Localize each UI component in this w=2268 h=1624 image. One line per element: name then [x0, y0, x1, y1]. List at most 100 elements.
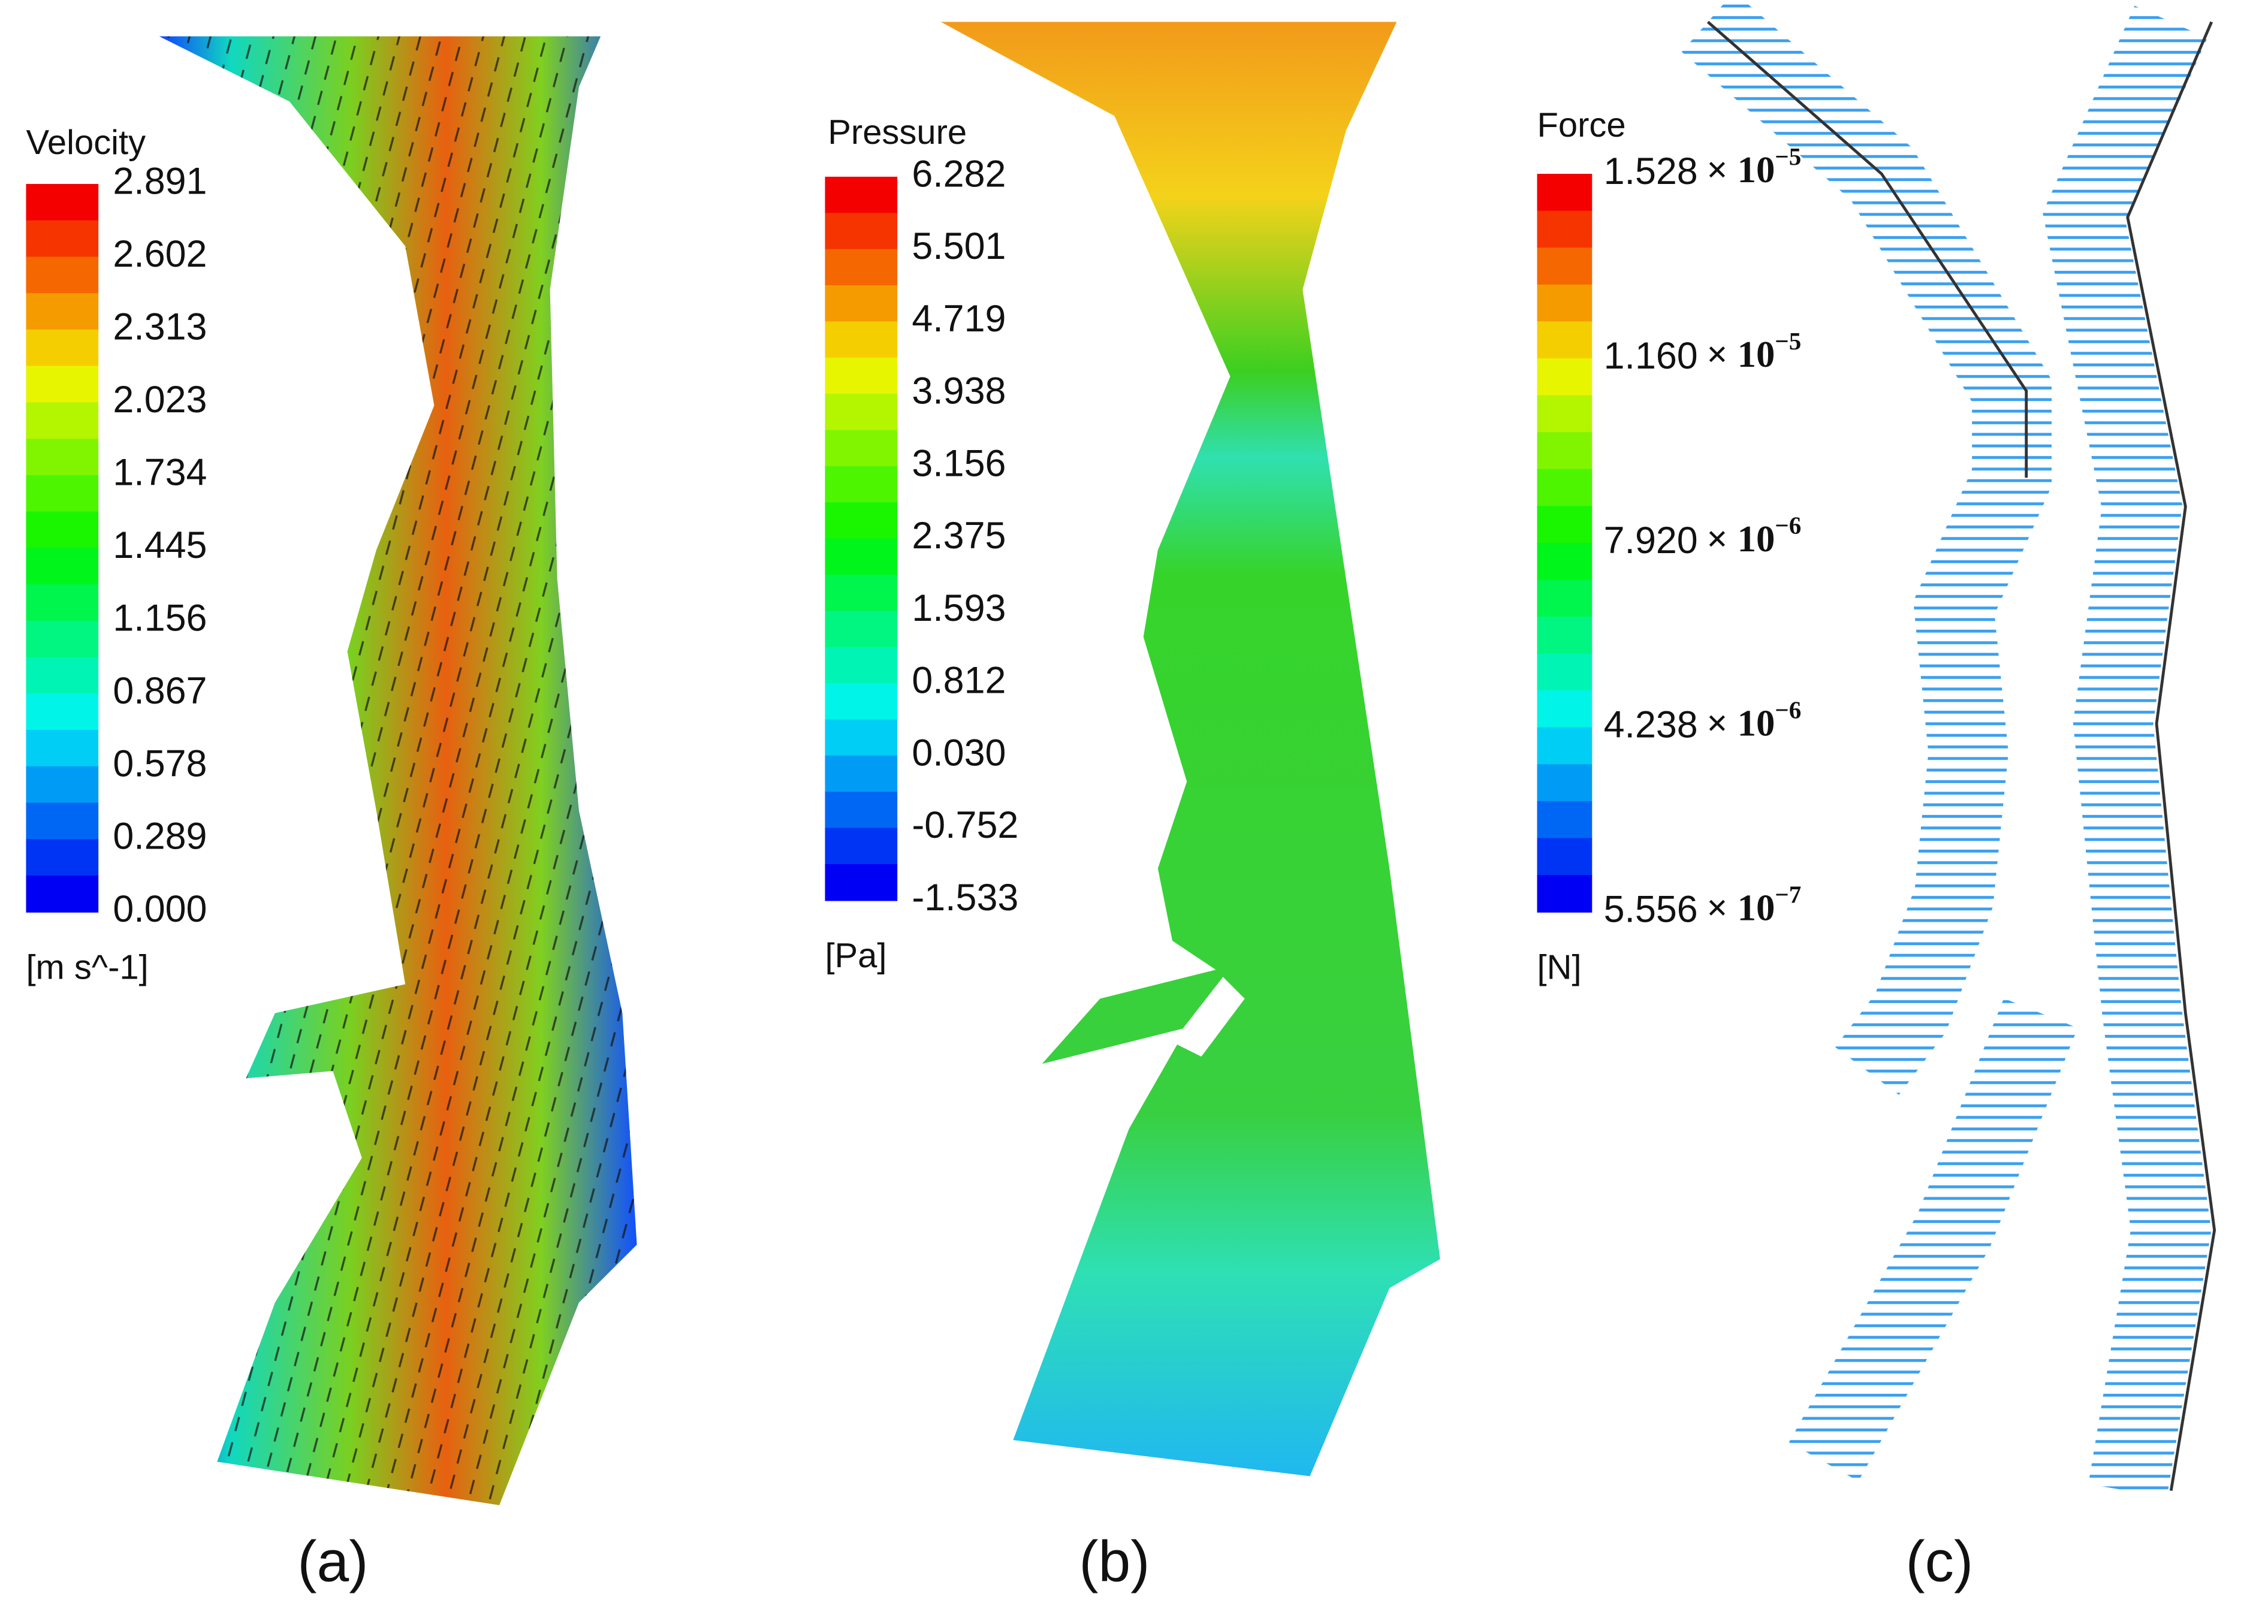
colorbar-band	[825, 249, 898, 286]
legend-tick-label: 1.156	[113, 597, 207, 639]
colorbar-band	[825, 719, 898, 757]
colorbar-band	[26, 439, 99, 476]
colorbar-band	[26, 511, 99, 549]
legend-title: Force	[1537, 106, 1626, 144]
panel-caption: (c)	[1906, 1530, 1974, 1594]
colorbar-band	[825, 176, 898, 214]
colorbar-band	[825, 828, 898, 865]
colorbar-band	[1537, 838, 1593, 876]
colorbar-band	[1537, 727, 1593, 765]
colorbar-band	[1537, 395, 1593, 433]
colorbar-band	[825, 683, 898, 720]
legend-tick-label: -0.752	[912, 804, 1018, 846]
tick-exponent: −5	[1775, 143, 1801, 170]
legend-tick-label: 5.556 × 10−7	[1604, 881, 1802, 930]
colorbar-band	[1537, 542, 1593, 581]
panel-caption: (a)	[297, 1530, 368, 1594]
colorbar-band	[1537, 284, 1593, 322]
colorbar-band	[1537, 875, 1593, 913]
colorbar-band	[825, 755, 898, 793]
tick-exponent: −7	[1775, 881, 1801, 908]
legend-tick-label: 3.156	[912, 442, 1006, 484]
tick-mantissa: 5.556	[1604, 888, 1698, 930]
colorbar-band	[825, 647, 898, 684]
colorbar-band	[1537, 174, 1593, 212]
colorbar-band	[825, 430, 898, 467]
colorbar-band	[26, 293, 99, 331]
tick-mantissa: 1.160	[1604, 335, 1698, 377]
legend-tick-label: 7.920 × 10−6	[1604, 512, 1802, 561]
legend-tick-label: 2.375	[912, 515, 1006, 557]
colorbar-band	[825, 864, 898, 901]
colorbar-band	[825, 792, 898, 829]
legend-tick-label: 1.593	[912, 587, 1006, 629]
colorbar-band	[825, 321, 898, 358]
colorbar-band	[26, 183, 99, 221]
legend-tick-label: 0.578	[113, 742, 207, 784]
panel-caption: (b)	[1079, 1530, 1150, 1594]
colorbar-band	[26, 366, 99, 403]
tick-multiplier: × 10	[1706, 333, 1775, 375]
legend-unit: [m s^-1]	[26, 949, 148, 987]
colorbar-band	[26, 729, 99, 767]
colorbar-band	[1537, 690, 1593, 728]
tick-mantissa: 7.920	[1604, 519, 1698, 561]
colorbar-band	[825, 394, 898, 431]
colorbar-band	[26, 329, 99, 367]
colorbar-band	[825, 611, 898, 648]
colorbar-band	[825, 574, 898, 612]
legend-tick-label: 4.238 × 10−6	[1604, 696, 1802, 745]
force-field	[1681, 0, 2216, 1498]
colorbar-band	[26, 620, 99, 658]
colorbar-band	[26, 802, 99, 840]
colorbar-band	[825, 285, 898, 322]
legend-tick-label: 6.282	[912, 153, 1006, 195]
colorbar-band	[1537, 469, 1593, 507]
colorbar-band	[1537, 617, 1593, 654]
legend-unit: [N]	[1537, 949, 1582, 987]
tick-multiplier: × 10	[1706, 518, 1775, 560]
tick-multiplier: × 10	[1706, 149, 1775, 191]
colorbar-band	[26, 839, 99, 877]
pressure-field	[940, 22, 1440, 1477]
colorbar-band	[825, 213, 898, 250]
velocity-field	[159, 36, 637, 1505]
colorbar-band	[1537, 653, 1593, 692]
legend-tick-label: 2.313	[113, 306, 207, 348]
legend-tick-label: 0.289	[113, 816, 207, 858]
colorbar-band	[26, 256, 99, 294]
tick-mantissa: 4.238	[1604, 704, 1698, 745]
legend-tick-label: 0.812	[912, 660, 1006, 702]
colorbar-band	[26, 584, 99, 621]
colorbar-band	[1537, 247, 1593, 286]
colorbar-band	[1537, 506, 1593, 544]
legend-title: Pressure	[828, 113, 967, 152]
colorbar-band	[1537, 358, 1593, 396]
legend-tick-label: 0.867	[113, 670, 207, 712]
legend-tick-label: 2.602	[113, 233, 207, 275]
colorbar-band	[1537, 801, 1593, 839]
colorbar-band	[26, 875, 99, 913]
colorbar-band	[26, 475, 99, 512]
colorbar-band	[1537, 432, 1593, 470]
legend-tick-label: 1.734	[113, 451, 207, 493]
colorbar-band	[26, 766, 99, 804]
colorbar-band	[825, 466, 898, 503]
colorbar-band	[825, 502, 898, 539]
legend-unit: [Pa]	[825, 937, 886, 975]
tick-exponent: −6	[1775, 512, 1801, 539]
legend-title: Velocity	[26, 123, 146, 162]
colorbar-band	[825, 357, 898, 395]
colorbar-band	[1537, 579, 1593, 618]
legend-tick-label: 1.445	[113, 524, 207, 566]
colorbar-band	[26, 693, 99, 731]
legend-tick-label: 0.030	[912, 732, 1006, 774]
tick-multiplier: × 10	[1706, 702, 1775, 744]
legend-tick-label: 2.891	[113, 161, 207, 203]
colorbar-band	[825, 538, 898, 576]
legend-tick-label: 4.719	[912, 298, 1006, 340]
